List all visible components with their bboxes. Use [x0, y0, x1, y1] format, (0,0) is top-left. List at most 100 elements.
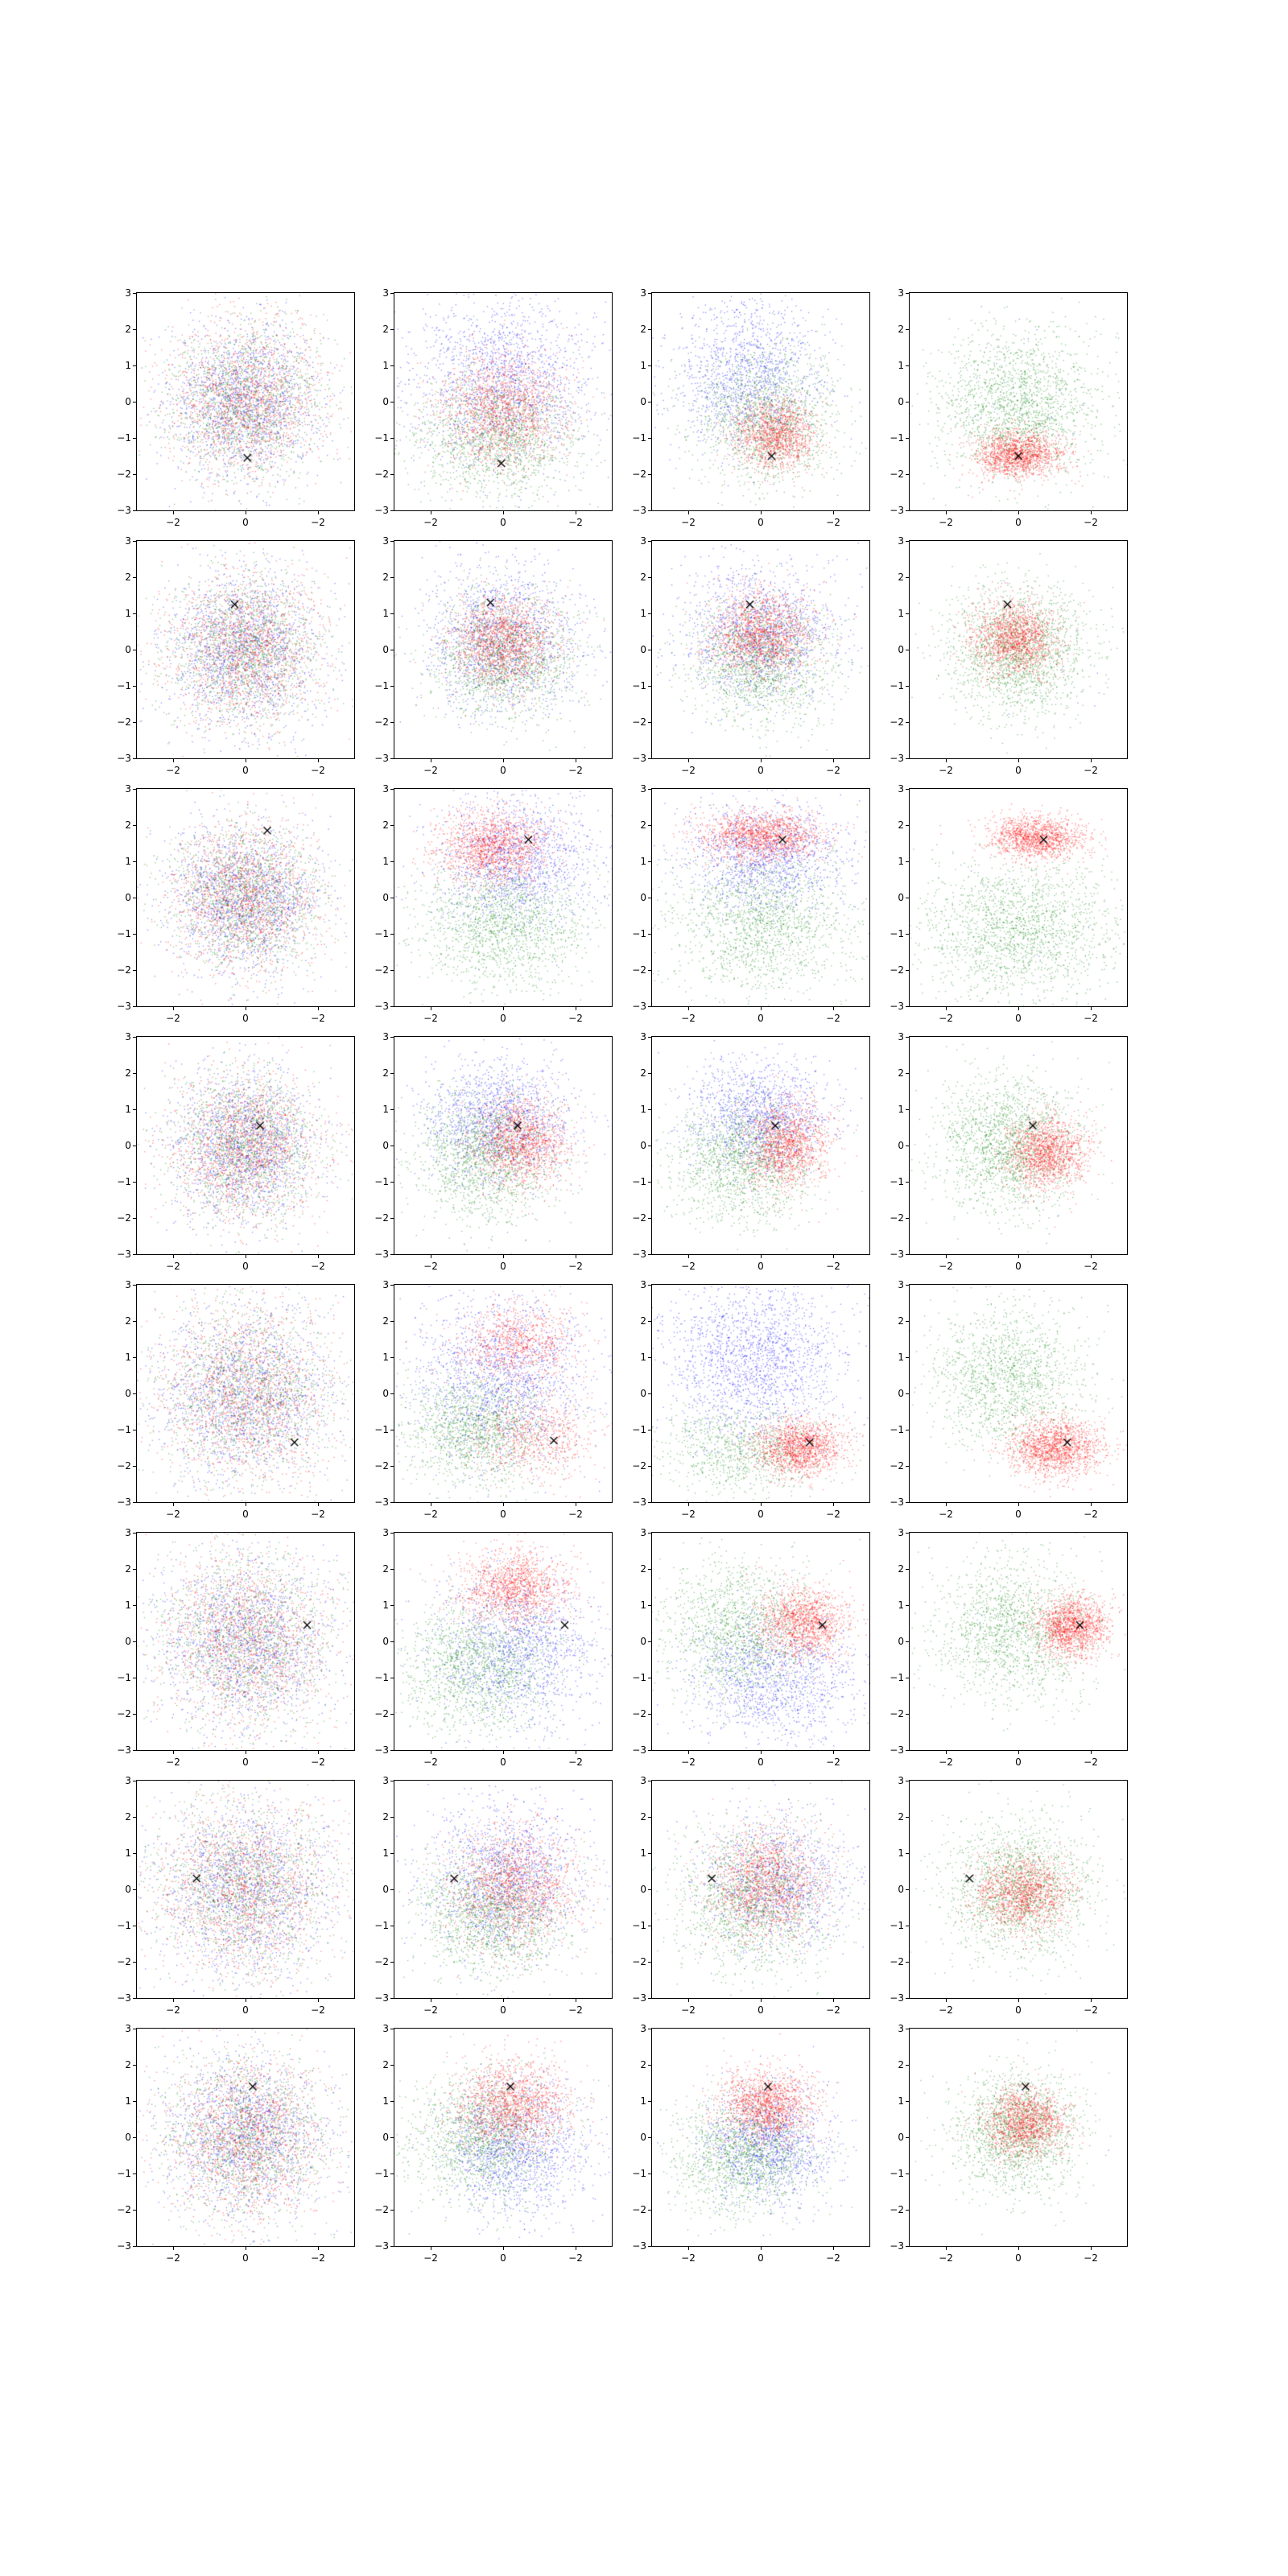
x-tick-label: −2 [568, 517, 583, 528]
x-tick [1018, 1751, 1019, 1754]
x-tick-label: −2 [166, 517, 180, 528]
y-tick [390, 1889, 394, 1890]
y-tick [133, 861, 136, 862]
y-tick [648, 1253, 651, 1255]
y-tick-label: −1 [117, 1920, 131, 1931]
y-tick-label: 0 [640, 1140, 646, 1151]
y-tick [648, 1568, 651, 1570]
y-tick [906, 365, 909, 366]
y-tick-label: 3 [382, 783, 389, 795]
y-tick [648, 1108, 651, 1110]
y-tick [390, 1816, 394, 1818]
y-tick [648, 1749, 651, 1751]
y-tick [390, 2100, 394, 2102]
x-tick-label: 0 [242, 1757, 249, 1768]
x-tick-label: 0 [1015, 2004, 1022, 2016]
y-tick [648, 933, 651, 935]
x-tick [945, 1255, 947, 1258]
y-tick [390, 1356, 394, 1358]
x-tick-label: −2 [939, 2252, 953, 2264]
x-tick [687, 2247, 689, 2250]
y-tick [390, 1284, 394, 1286]
x-tick-label: 0 [1015, 2252, 1022, 2264]
y-tick [906, 1713, 909, 1715]
y-tick [390, 969, 394, 971]
y-tick [133, 2245, 136, 2247]
y-tick-label: 3 [382, 2023, 389, 2034]
y-tick [133, 292, 136, 294]
x-tick-label: −2 [681, 1261, 696, 1272]
y-tick-label: −3 [890, 1744, 904, 1756]
y-tick-label: −2 [632, 716, 646, 728]
y-tick-label: −1 [632, 928, 646, 939]
x-tick-label: −2 [311, 765, 325, 776]
y-tick-label: 1 [640, 360, 646, 371]
y-tick-label: 1 [382, 1104, 389, 1115]
x-tick-label: −2 [166, 1261, 180, 1272]
x-tick [317, 1751, 319, 1754]
y-tick [390, 1568, 394, 1570]
y-tick [648, 1036, 651, 1038]
y-tick-label: 0 [640, 1388, 646, 1399]
scatter-canvas [137, 293, 354, 510]
y-tick-label: 3 [898, 287, 904, 299]
x-tick-label: −2 [423, 1013, 438, 1024]
x-tick [687, 1751, 689, 1754]
y-tick-label: 2 [640, 1067, 646, 1079]
x-tick-label: 0 [500, 1509, 506, 1520]
y-tick-label: −2 [374, 1956, 389, 1967]
x-tick [172, 2247, 174, 2250]
scatter-subplot: 3 2 1 0 −1 −2 −3 −2 0 −2 [632, 2023, 870, 2264]
y-tick [648, 2136, 651, 2138]
y-tick-label: 3 [898, 535, 904, 547]
x-tick-label: −2 [681, 2252, 696, 2264]
y-tick [133, 1320, 136, 1322]
y-tick [906, 1852, 909, 1854]
x-tick-label: −2 [423, 1509, 438, 1520]
y-tick [648, 1713, 651, 1715]
y-tick [906, 721, 909, 723]
y-tick-label: 1 [125, 608, 131, 619]
x-tick [832, 1007, 834, 1010]
y-tick [648, 1961, 651, 1963]
y-tick [906, 1181, 909, 1183]
y-tick-label: −2 [890, 1708, 904, 1719]
y-tick-label: −3 [117, 1744, 131, 1756]
scatter-canvas [137, 1533, 354, 1750]
x-tick [1018, 759, 1019, 762]
x-tick [502, 1751, 504, 1754]
x-tick-label: −2 [939, 1757, 953, 1768]
y-tick [648, 685, 651, 687]
y-tick-label: −1 [117, 1424, 131, 1435]
x-tick-label: 0 [758, 1509, 764, 1520]
scatter-subplot: 3 2 1 0 −1 −2 −3 −2 0 −2 [632, 287, 870, 528]
y-tick-label: −1 [374, 680, 389, 691]
x-tick-label: −2 [939, 1013, 953, 1024]
scatter-canvas [394, 541, 612, 758]
x-tick-label: 0 [1015, 1509, 1022, 1520]
y-tick [648, 824, 651, 826]
x-tick-label: 0 [1015, 1013, 1022, 1024]
scatter-subplot: 3 2 1 0 −1 −2 −3 −2 0 −2 [890, 783, 1128, 1024]
x-tick-label: −2 [1084, 2004, 1098, 2016]
y-tick-label: 1 [898, 360, 904, 371]
scatter-canvas [652, 1037, 869, 1254]
y-tick [390, 1072, 394, 1074]
y-tick [648, 1501, 651, 1503]
x-tick-label: −2 [166, 1509, 180, 1520]
y-tick [906, 1501, 909, 1503]
y-tick-label: 3 [125, 2023, 131, 2034]
y-tick-label: 2 [382, 1811, 389, 1823]
y-tick [133, 365, 136, 366]
x-tick-label: −2 [826, 1261, 840, 1272]
y-tick [906, 1108, 909, 1110]
y-tick-label: 2 [640, 572, 646, 583]
x-tick [1090, 2247, 1092, 2250]
y-tick-label: −2 [890, 2204, 904, 2215]
x-tick [1018, 1007, 1019, 1010]
y-tick [906, 2064, 909, 2066]
y-tick-label: 0 [382, 1140, 389, 1151]
y-tick [906, 2136, 909, 2138]
y-tick-label: 2 [898, 324, 904, 335]
x-tick [317, 2247, 319, 2250]
